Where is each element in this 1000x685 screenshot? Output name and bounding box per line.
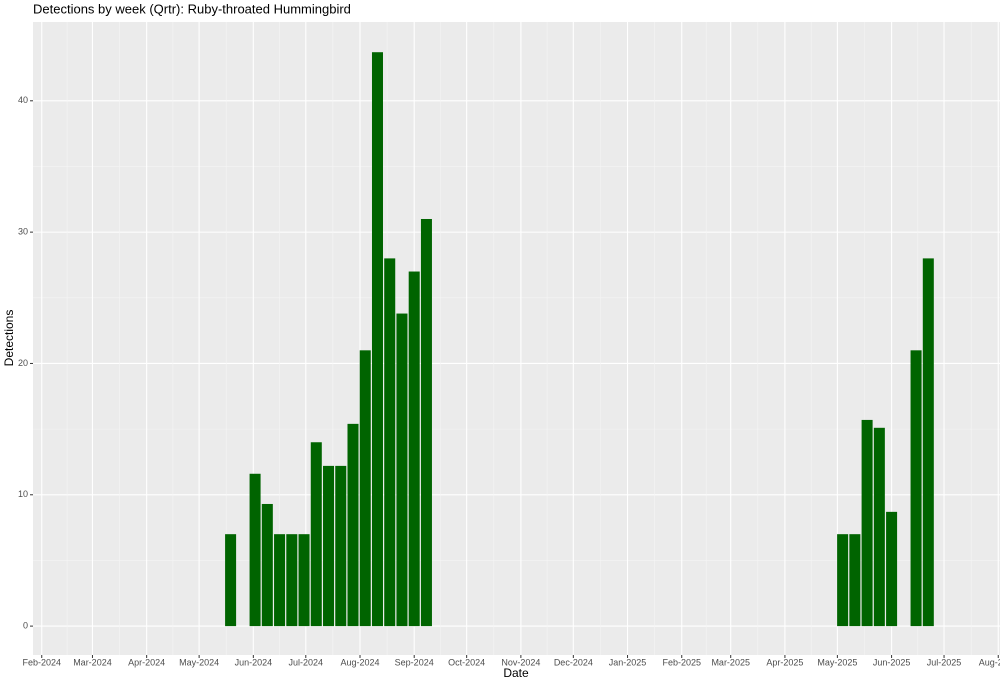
bar [886, 511, 898, 627]
bar [837, 534, 849, 627]
x-tick-label: Mar-2025 [711, 657, 750, 667]
bars [225, 52, 934, 627]
x-tick-label: Jun-2024 [235, 657, 273, 667]
bar [420, 218, 432, 627]
bar [298, 534, 310, 627]
x-tick-label: May-2025 [817, 657, 857, 667]
bar [310, 442, 322, 627]
bar [396, 313, 408, 627]
y-tick-label: 20 [18, 358, 28, 368]
bar [922, 258, 934, 627]
x-tick-label: Feb-2024 [22, 657, 61, 667]
x-tick-label: Apr-2025 [766, 657, 803, 667]
x-tick-label: Jul-2025 [927, 657, 962, 667]
bar [347, 423, 359, 627]
bar [849, 534, 861, 627]
x-tick-label: Oct-2024 [448, 657, 485, 667]
bar [249, 473, 261, 627]
bar [371, 52, 383, 627]
y-axis-label: Detections [2, 310, 16, 367]
bar [408, 271, 420, 627]
bar [384, 258, 396, 627]
chart-title: Detections by week (Qrtr): Ruby-throated… [33, 1, 351, 16]
y-tick-label: 0 [23, 620, 28, 630]
bar [861, 419, 873, 627]
x-tick-label: Jul-2024 [289, 657, 324, 667]
x-axis-label: Date [503, 666, 529, 680]
y-tick-label: 40 [18, 95, 28, 105]
x-tick-label: Apr-2024 [128, 657, 165, 667]
bar [873, 427, 885, 627]
bar [359, 350, 371, 627]
bar [261, 503, 273, 627]
x-tick-label: Aug-2025 [979, 657, 1000, 667]
bar [910, 350, 922, 627]
bar [286, 534, 298, 627]
x-tick-label: Nov-2024 [501, 657, 540, 667]
x-tick-label: May-2024 [179, 657, 219, 667]
x-tick-label: Mar-2024 [73, 657, 112, 667]
x-tick-label: Feb-2025 [662, 657, 701, 667]
x-tick-label: Jan-2025 [609, 657, 647, 667]
bar [274, 534, 286, 627]
y-tick-label: 10 [18, 489, 28, 499]
x-tick-label: Sep-2024 [395, 657, 434, 667]
x-tick-label: Jun-2025 [873, 657, 911, 667]
y-tick-label: 30 [18, 226, 28, 236]
bar [323, 465, 335, 627]
x-tick-label: Dec-2024 [554, 657, 593, 667]
x-tick-label: Aug-2024 [340, 657, 379, 667]
bar [335, 465, 347, 627]
bar [225, 534, 237, 627]
